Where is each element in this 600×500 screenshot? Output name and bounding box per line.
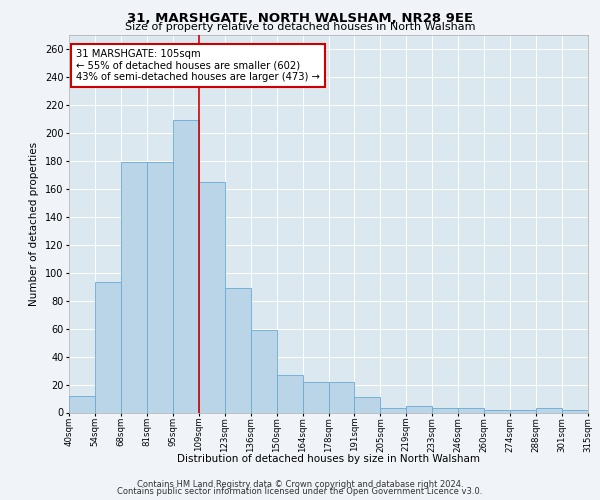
Text: Contains HM Land Registry data © Crown copyright and database right 2024.: Contains HM Land Registry data © Crown c… [137, 480, 463, 489]
Bar [484, 410, 510, 412]
Bar [458, 408, 484, 412]
Text: Size of property relative to detached houses in North Walsham: Size of property relative to detached ho… [125, 22, 475, 32]
Text: 31 MARSHGATE: 105sqm
← 55% of detached houses are smaller (602)
43% of semi-deta: 31 MARSHGATE: 105sqm ← 55% of detached h… [76, 49, 320, 82]
Bar [277, 375, 302, 412]
Bar [406, 406, 432, 412]
Bar [225, 288, 251, 412]
Bar [355, 397, 380, 412]
Bar [69, 396, 95, 412]
Bar [329, 382, 355, 412]
Bar [199, 182, 224, 412]
Bar [251, 330, 277, 412]
Bar [147, 162, 173, 412]
X-axis label: Distribution of detached houses by size in North Walsham: Distribution of detached houses by size … [177, 454, 480, 464]
Y-axis label: Number of detached properties: Number of detached properties [29, 142, 39, 306]
Bar [562, 410, 588, 412]
Bar [95, 282, 121, 412]
Bar [302, 382, 329, 412]
Bar [433, 408, 458, 412]
Bar [380, 408, 406, 412]
Bar [173, 120, 199, 412]
Bar [510, 410, 536, 412]
Bar [536, 408, 562, 412]
Bar [121, 162, 147, 412]
Text: 31, MARSHGATE, NORTH WALSHAM, NR28 9EE: 31, MARSHGATE, NORTH WALSHAM, NR28 9EE [127, 12, 473, 26]
Text: Contains public sector information licensed under the Open Government Licence v3: Contains public sector information licen… [118, 487, 482, 496]
